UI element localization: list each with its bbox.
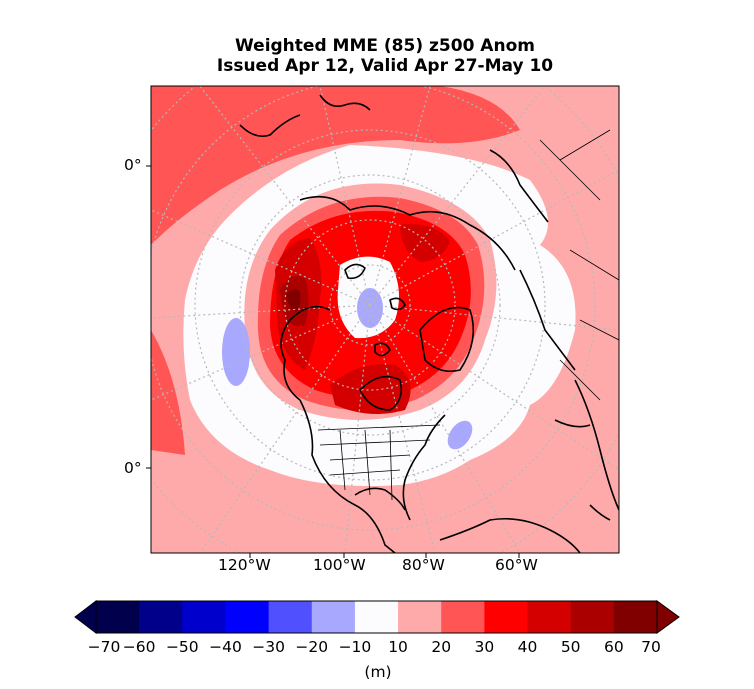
negative-anomaly-atlantic bbox=[447, 420, 473, 450]
political-borders bbox=[317, 129, 619, 501]
colorbar-frame bbox=[95, 600, 658, 634]
colorbar-extend-high bbox=[656, 600, 680, 634]
graticule bbox=[151, 86, 619, 553]
colorbar-tick-label: −20 bbox=[295, 638, 329, 656]
map-title-line1: Weighted MME (85) z500 Anom bbox=[235, 36, 535, 56]
coastlines bbox=[239, 94, 619, 553]
colorbar-swatch bbox=[441, 601, 485, 633]
anomaly-band-60-70 bbox=[286, 289, 301, 312]
colorbar-tick-label: 60 bbox=[603, 638, 624, 656]
colorbar-swatch bbox=[139, 601, 183, 633]
colorbar-swatch bbox=[96, 601, 140, 633]
colorbar-tick-label: 50 bbox=[560, 638, 581, 656]
colorbar-tick-label: 10 bbox=[388, 638, 408, 656]
bottom-tick-label: 60°W bbox=[495, 556, 538, 574]
bottom-tick-label: 120°W bbox=[218, 556, 271, 574]
axis-ticks bbox=[146, 165, 520, 558]
map-title-line2: Issued Apr 12, Valid Apr 27-May 10 bbox=[216, 56, 554, 76]
colorbar-swatch bbox=[225, 601, 270, 633]
anomaly-band-20-30-nw bbox=[151, 86, 520, 245]
colorbar-tick-label: 70 bbox=[641, 638, 661, 656]
colorbar-swatch bbox=[398, 601, 442, 633]
colorbar-tick-label: −30 bbox=[252, 638, 285, 656]
colorbar-tick-label: −50 bbox=[165, 638, 199, 656]
negative-anomaly-pole bbox=[357, 288, 383, 328]
colorbar-tick-label: −70 bbox=[87, 638, 121, 656]
colorbar-tick-label: 40 bbox=[517, 638, 538, 656]
negative-anomaly-pacific bbox=[222, 318, 250, 386]
colorbar-swatch bbox=[527, 601, 572, 633]
colorbar-swatch bbox=[311, 601, 356, 633]
anomaly-map bbox=[146, 85, 620, 558]
colorbar-tick-label: 30 bbox=[474, 638, 495, 656]
left-tick-label: 0° bbox=[124, 459, 142, 477]
colorbar-extend-low bbox=[74, 599, 97, 635]
colorbar-swatch bbox=[570, 601, 615, 633]
colorbar-swatch bbox=[354, 601, 399, 633]
map-frame bbox=[150, 85, 620, 554]
colorbar-tick-label: −40 bbox=[209, 638, 242, 656]
colorbar-tick-label: −60 bbox=[122, 638, 156, 656]
colorbar-swatch bbox=[613, 601, 658, 633]
anomaly-band-40-50-siberia bbox=[400, 224, 450, 262]
colorbar-swatch bbox=[182, 601, 226, 633]
bottom-tick-label: 80°W bbox=[402, 556, 445, 574]
bottom-tick-label: 100°W bbox=[313, 556, 366, 574]
colorbar-tick-label: −10 bbox=[338, 638, 372, 656]
colorbar-tick-label: 20 bbox=[431, 638, 452, 656]
colorbar-swatch bbox=[484, 601, 529, 633]
left-tick-label: 0° bbox=[124, 156, 142, 174]
colorbar-swatch bbox=[268, 601, 313, 633]
colorbar-units: (m) bbox=[364, 663, 392, 681]
